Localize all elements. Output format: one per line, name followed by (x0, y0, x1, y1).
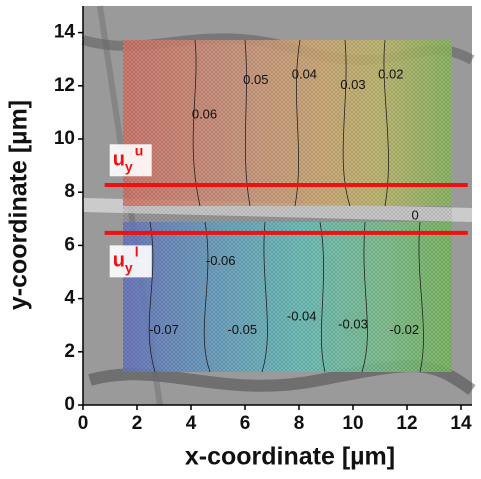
contour-label: 0.04 (292, 67, 317, 82)
contour-label: 0.05 (243, 72, 268, 87)
contour-label: 0.02 (378, 67, 403, 82)
contour-label: -0.03 (338, 317, 368, 332)
y-tick-label: 4 (64, 288, 75, 309)
y-tick-label: 12 (54, 75, 75, 96)
x-tick-label: 8 (294, 413, 305, 434)
contour-label: -0.02 (389, 322, 419, 337)
contour-label: 0.06 (192, 106, 217, 121)
y-tick-label: 10 (54, 128, 75, 149)
micrograph (83, 6, 472, 405)
x-axis-label: x-coordinate [µm] (185, 443, 395, 471)
x-tick-label: 12 (396, 413, 417, 434)
contour-label: -0.05 (227, 322, 257, 337)
contour-label: 0.03 (340, 77, 365, 92)
y-tick-label: 0 (64, 394, 75, 415)
x-tick-label: 14 (450, 413, 472, 434)
chart: x-coordinate [µm] y-coordinate [µm] 0 2 4 6… (0, 0, 481, 474)
label-base: u (113, 250, 125, 272)
x-tick-label: 2 (132, 413, 143, 434)
contour-label: -0.04 (287, 309, 317, 324)
contour-label: -0.07 (149, 322, 179, 337)
label-sub: y (125, 259, 133, 275)
y-axis-label: y-coordinate [µm] (5, 100, 33, 310)
y-tick-label: 8 (64, 181, 75, 202)
y-tick-label: 2 (64, 341, 75, 362)
x-tick-label: 10 (342, 413, 363, 434)
x-tick-label: 0 (78, 413, 89, 434)
y-tick-label: 14 (54, 22, 76, 43)
x-tick-label: 4 (186, 413, 197, 434)
label-sup: u (135, 142, 144, 158)
label-sup: l (135, 243, 139, 259)
label-base: u (113, 149, 125, 171)
contour-label: 0 (411, 208, 418, 223)
label-sub: y (125, 158, 133, 174)
y-tick-label: 6 (64, 234, 75, 255)
contour-label: -0.06 (206, 253, 236, 268)
x-tick-label: 6 (240, 413, 251, 434)
